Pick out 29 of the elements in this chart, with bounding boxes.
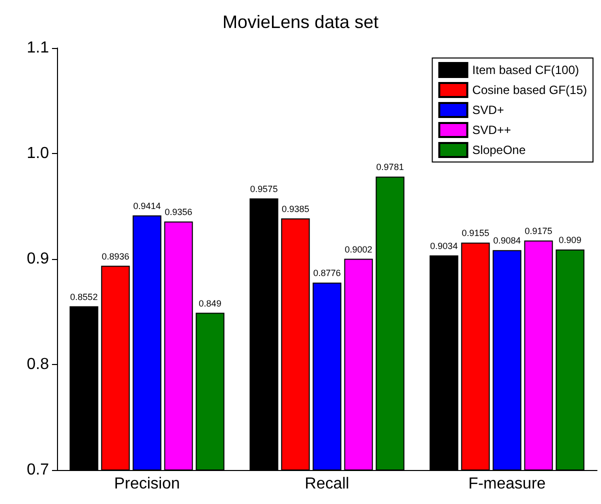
data-label: 0.9175 bbox=[524, 226, 552, 236]
y-tick-label: 0.8 bbox=[26, 356, 50, 373]
data-label: 0.9034 bbox=[430, 240, 458, 251]
data-label: 0.9356 bbox=[164, 206, 192, 217]
data-label: 0.8552 bbox=[70, 292, 98, 302]
data-label: 0.9414 bbox=[133, 200, 161, 211]
data-label: 0.9084 bbox=[493, 236, 521, 246]
data-label: 0.8776 bbox=[313, 268, 341, 278]
y-tick-label: 0.7 bbox=[26, 462, 50, 478]
data-label: 0.849 bbox=[198, 298, 222, 308]
legend-label: SVD++ bbox=[472, 123, 511, 137]
y-tick-label: 1.1 bbox=[26, 40, 50, 56]
legend-label: Item based CF(100) bbox=[472, 63, 579, 77]
chart-title: MovieLens data set bbox=[222, 12, 379, 32]
data-label: 0.9155 bbox=[462, 228, 490, 238]
data-label: 0.9385 bbox=[282, 204, 310, 214]
legend-label: SVD+ bbox=[472, 103, 504, 117]
data-label: 0.9002 bbox=[344, 244, 372, 254]
y-tick-label: 1.0 bbox=[26, 145, 50, 162]
x-tick-label: Recall bbox=[304, 476, 350, 492]
legend-label: SlopeOne bbox=[472, 143, 526, 157]
x-tick-label: Precision bbox=[114, 476, 180, 492]
x-tick-label: F-measure bbox=[468, 476, 546, 492]
data-label: 0.909 bbox=[558, 235, 582, 246]
legend-label: Cosine based GF(15) bbox=[472, 83, 588, 97]
y-tick-label: 0.9 bbox=[26, 250, 50, 268]
data-label: 0.9781 bbox=[376, 162, 404, 172]
data-label: 0.8936 bbox=[102, 251, 130, 262]
data-label: 0.9575 bbox=[250, 184, 278, 194]
